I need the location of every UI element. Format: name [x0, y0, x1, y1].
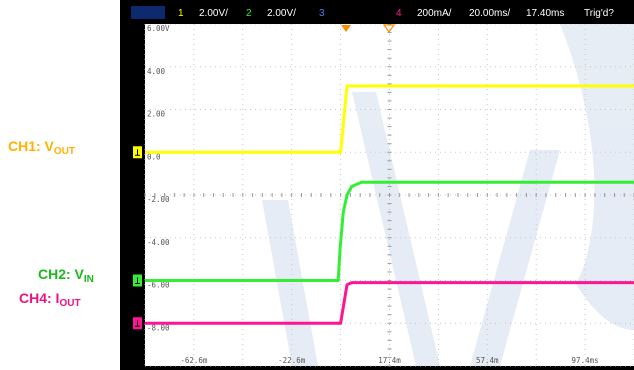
- ch1-vout-trace: [145, 84, 634, 154]
- ch2-trace-label: CH2: VIN: [38, 266, 94, 285]
- y-tick-label: -6.00: [147, 281, 170, 290]
- ch1-label-subscript: OUT: [53, 146, 76, 157]
- delay-reference-marker[interactable]: [382, 24, 396, 34]
- y-tick-label: -8.00: [147, 323, 170, 332]
- y-tick-label: 2.00: [147, 110, 166, 119]
- y-tick-label: -2.00: [147, 195, 170, 204]
- ch4-number[interactable]: 4: [396, 8, 402, 19]
- chart-grid: [144, 23, 634, 367]
- waveform-traces: [145, 84, 634, 325]
- watermark-stroke-right: [470, 150, 560, 366]
- ch1-label-text: CH1: V: [8, 138, 54, 154]
- ch2-label-subscript: IN: [83, 274, 94, 285]
- y-tick-label: 6.00V: [147, 24, 170, 33]
- watermark-stroke-mid: [352, 92, 440, 366]
- ch4-scale[interactable]: 200mA/: [417, 8, 452, 19]
- ch2-label-text: CH2: V: [38, 266, 84, 282]
- watermark-arc: [560, 24, 634, 330]
- y-tick-label: 0.0: [147, 152, 161, 161]
- ch1-number[interactable]: 1: [178, 8, 184, 19]
- delay-readout[interactable]: 17.40ms: [526, 8, 564, 19]
- ch1-trace-label: CH1: VOUT: [8, 138, 75, 157]
- channel-markers: [133, 146, 142, 330]
- ch3-number[interactable]: 3: [319, 8, 325, 19]
- ch1-scale[interactable]: 2.00V/: [199, 8, 228, 19]
- status-bar: 1 2.00V/ 2 2.00V/ 3 4 200mA/ 20.00ms/ 17…: [120, 0, 634, 34]
- ch2-scale[interactable]: 2.00V/: [267, 8, 296, 19]
- y-tick-label: -4.00: [147, 238, 170, 247]
- x-tick-label: 17.4m: [378, 356, 401, 365]
- trigger-position-marker[interactable]: [341, 25, 351, 32]
- ch2-number[interactable]: 2: [246, 8, 252, 19]
- x-tick-label: -62.6m: [180, 356, 208, 365]
- ch4-label-subscript: OUT: [59, 298, 81, 309]
- ch4-trace-label: CH4: IOUT: [19, 290, 81, 309]
- status-bar-background: [120, 0, 634, 24]
- x-tick-label: 97.4ms: [572, 356, 599, 365]
- ch4-label-text: CH4: I: [19, 290, 60, 306]
- status-tile: [131, 6, 165, 19]
- trigger-status[interactable]: Trig'd?: [584, 8, 614, 19]
- y-tick-label: 4.00: [147, 67, 166, 76]
- tick-labels: -62.6m -22.6m 17.4m 57.4m 97.4ms 6.00V 4.00 2.0…: [147, 24, 599, 365]
- ch2-vin-trace: [145, 180, 634, 282]
- x-tick-label: 57.4m: [476, 356, 499, 365]
- x-tick-label: -22.6m: [278, 356, 306, 365]
- timebase-readout[interactable]: 20.00ms/: [469, 8, 510, 19]
- ch4-iout-trace: [145, 281, 634, 325]
